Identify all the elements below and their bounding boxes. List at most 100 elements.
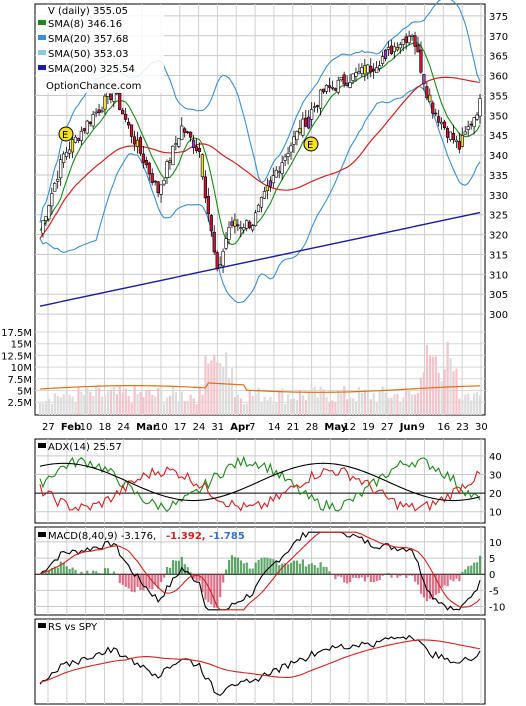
candle-body <box>336 79 340 93</box>
volume-bar <box>80 391 83 415</box>
volume-bar <box>251 395 254 415</box>
x-tick-label: 27 <box>381 422 394 433</box>
price-tick-label: 335 <box>489 171 508 182</box>
volume-bar <box>387 398 390 415</box>
volume-bar <box>198 386 201 415</box>
volume-bar <box>340 393 343 415</box>
macd-histogram-bar <box>62 562 65 575</box>
volume-bar <box>458 398 461 415</box>
candle-body <box>324 84 329 92</box>
candle-body <box>454 139 458 143</box>
volume-bar <box>219 363 222 415</box>
rs-line <box>39 634 481 697</box>
candle-body <box>351 73 355 81</box>
price-tick-label: 300 <box>489 310 508 321</box>
macd-histogram-bar <box>198 574 201 581</box>
earnings-marker <box>58 126 74 142</box>
price-candles <box>41 30 482 273</box>
volume-bar <box>346 399 349 415</box>
macd-histogram-bar <box>316 567 319 575</box>
candle-body <box>283 156 287 161</box>
volume-bar <box>109 389 113 415</box>
candle-body <box>162 179 166 185</box>
x-tick-label: Feb <box>61 422 81 433</box>
macd-histogram-bar <box>422 574 426 598</box>
price-tick-label: 350 <box>489 111 508 122</box>
macd-histogram-bar <box>168 567 172 575</box>
candle-body <box>138 137 143 154</box>
candle-body <box>369 65 373 73</box>
macd-histogram-bar <box>148 574 151 589</box>
candle-body <box>360 67 364 74</box>
macd-histogram-bar <box>47 570 51 575</box>
volume-bar <box>257 387 260 415</box>
candle-body <box>73 136 78 143</box>
volume-tick-label: 15M <box>11 340 32 351</box>
candle-body <box>206 196 210 215</box>
volume-bar <box>103 395 107 415</box>
volume-bar <box>307 392 310 415</box>
macd-histogram-bar <box>434 574 437 595</box>
candle-body <box>150 173 154 183</box>
volume-bar <box>227 377 231 415</box>
volume-bars <box>39 341 482 415</box>
macd-histogram-bar <box>71 567 74 575</box>
candle-body <box>448 131 453 140</box>
macd-histogram-bar <box>154 574 157 585</box>
volume-bar <box>343 386 346 415</box>
macd-histogram-bar <box>304 566 307 575</box>
x-tick-label: 14 <box>268 422 281 433</box>
volume-bar <box>434 356 437 415</box>
candle-body <box>357 71 361 74</box>
macd-histogram-bar <box>74 569 77 575</box>
candle-body <box>431 102 435 114</box>
price-legend: V (daily) 355.05 SMA(8) 346.16 SMA(20) 3… <box>36 5 164 93</box>
macd-histogram-bar <box>473 562 476 575</box>
candle-body <box>126 121 131 126</box>
x-tick-label: 27 <box>42 422 55 433</box>
candle-body <box>333 88 337 91</box>
volume-bar <box>419 377 423 415</box>
candle-body <box>165 161 169 178</box>
volume-bar <box>331 400 334 415</box>
candle-body <box>144 159 148 166</box>
candle-body <box>242 227 246 231</box>
price-tick-label: 345 <box>489 131 508 142</box>
candle-body <box>268 180 272 187</box>
candle-body <box>286 153 290 157</box>
macd-histogram-bar <box>390 574 393 578</box>
macd-histogram-bar <box>101 573 104 575</box>
candle-body <box>419 49 423 73</box>
candle-body <box>209 215 213 232</box>
x-tick-label: 31 <box>211 422 224 433</box>
volume-bar <box>354 401 358 415</box>
volume-bar <box>473 393 476 415</box>
adx-tick-label: 20 <box>489 489 502 500</box>
volume-tick-label: 12.5M <box>1 351 32 362</box>
candle-body <box>274 169 278 178</box>
candle-body <box>156 181 160 194</box>
macd-histogram-bar <box>419 574 423 594</box>
volume-bar <box>393 393 396 415</box>
macd-histogram-bar <box>257 559 260 575</box>
macd-histogram-bar <box>180 556 183 575</box>
candle-body <box>342 74 346 85</box>
sma8-line <box>39 42 481 245</box>
price-tick-label: 325 <box>489 211 508 222</box>
macd-histogram-bar <box>80 571 83 575</box>
volume-bar <box>189 394 192 415</box>
macd-histogram-bar <box>127 574 130 589</box>
candle-body <box>440 121 444 125</box>
macd-histogram-bar <box>416 574 420 585</box>
macd-histogram-bar <box>192 574 195 579</box>
volume-bar <box>476 392 479 415</box>
candle-body <box>180 125 184 141</box>
macd-histogram-bar <box>86 570 89 575</box>
volume-bar <box>142 397 145 415</box>
volume-bar <box>50 403 54 415</box>
macd-histogram-bar <box>461 571 464 575</box>
candle-body <box>189 131 193 138</box>
rs-panel <box>34 618 486 705</box>
candle-body <box>466 126 470 130</box>
macd-histogram-bar <box>204 574 207 600</box>
